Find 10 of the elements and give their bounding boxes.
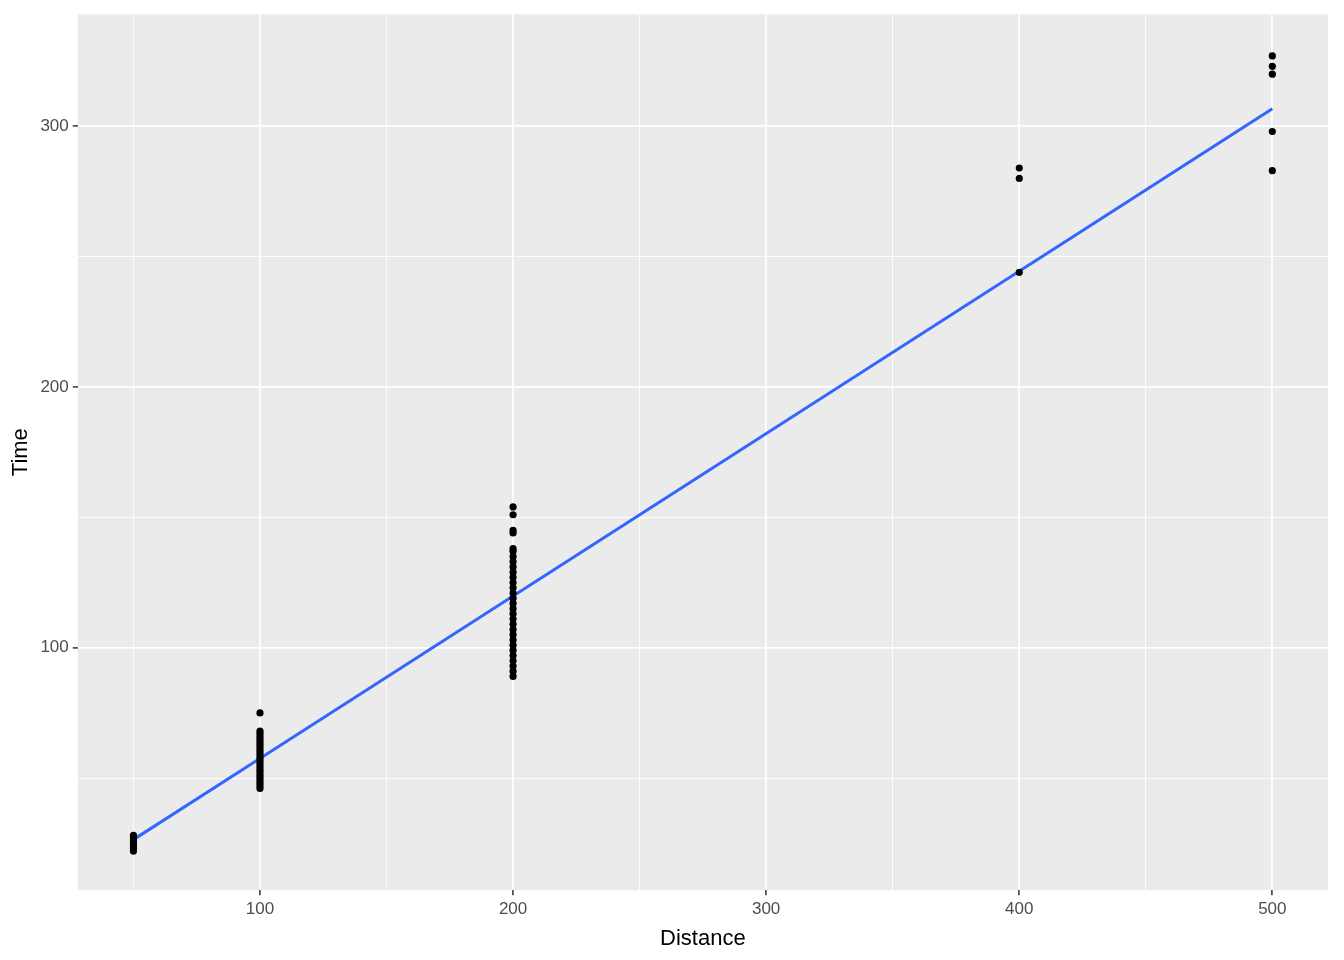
y-tick-label: 100 xyxy=(40,637,69,657)
y-axis-title: Time xyxy=(7,428,33,477)
y-tick-label: 300 xyxy=(40,115,69,135)
x-tick-label: 400 xyxy=(1005,899,1034,919)
y-tick-label: 200 xyxy=(40,376,69,396)
x-tick-label: 300 xyxy=(751,899,781,919)
x-tick-label: 500 xyxy=(1258,899,1287,919)
x-tick-label: 200 xyxy=(498,899,528,919)
x-axis-title: Distance xyxy=(660,924,746,950)
x-tick-label: 100 xyxy=(245,899,275,919)
